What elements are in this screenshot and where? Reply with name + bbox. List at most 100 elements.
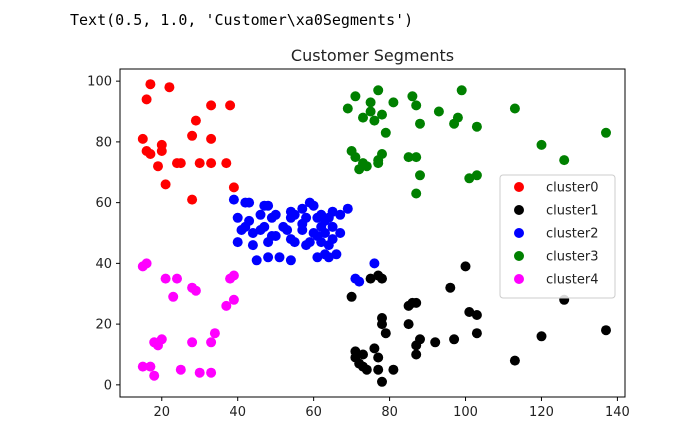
legend-marker-cluster0 xyxy=(514,182,524,192)
y-tick-label: 60 xyxy=(95,196,112,211)
data-point-cluster3-28 xyxy=(456,85,467,96)
data-point-cluster1-31 xyxy=(369,343,380,354)
axes-layer: 20 40 60 80 100 120 140 0 20 40 60 80 100 xyxy=(87,75,630,420)
cell-output-text: Text(0.5, 1.0, 'Customer\xa0Segments') xyxy=(70,11,414,29)
data-point-cluster1-29 xyxy=(358,349,368,360)
data-point-cluster1-1 xyxy=(365,273,376,284)
data-point-cluster3-34 xyxy=(559,155,570,166)
data-point-cluster1-13 xyxy=(411,349,422,360)
data-point-cluster2-1 xyxy=(232,212,243,223)
data-point-cluster3-14 xyxy=(377,149,387,159)
data-point-cluster1-15 xyxy=(445,282,456,293)
data-point-cluster0-0 xyxy=(145,79,156,90)
data-point-cluster3-8 xyxy=(365,97,376,108)
data-point-cluster4-14 xyxy=(190,285,201,296)
legend-marker-cluster2 xyxy=(514,228,524,238)
data-point-cluster1-18 xyxy=(464,307,475,317)
chart-title: Customer Segments xyxy=(291,46,454,65)
data-point-cluster2-53 xyxy=(327,221,338,232)
data-point-cluster0-8 xyxy=(153,161,163,172)
legend-label-cluster4: cluster4 xyxy=(546,273,598,288)
data-point-cluster2-12 xyxy=(255,209,266,220)
data-point-cluster0-16 xyxy=(206,133,217,144)
data-point-cluster1-14 xyxy=(430,337,441,348)
data-point-cluster1-32 xyxy=(373,352,384,363)
data-point-cluster0-13 xyxy=(190,115,201,126)
data-point-cluster2-29 xyxy=(289,237,300,248)
data-point-cluster1-3 xyxy=(377,273,387,284)
data-point-cluster2-8 xyxy=(247,228,258,238)
data-point-cluster3-9 xyxy=(365,106,376,117)
data-point-cluster3-22 xyxy=(411,100,422,111)
data-point-cluster3-30 xyxy=(471,170,482,181)
data-point-cluster2-38 xyxy=(308,200,319,211)
data-point-cluster4-9 xyxy=(168,291,179,302)
data-point-cluster2-10 xyxy=(251,255,262,266)
y-tick-label: 100 xyxy=(87,75,112,90)
legend: cluster0 cluster1 cluster2 cluster3 cluster4 xyxy=(499,174,616,299)
data-point-cluster3-35 xyxy=(601,127,611,138)
data-point-cluster4-2 xyxy=(141,258,152,269)
data-point-cluster4-1 xyxy=(137,361,148,372)
x-tick-label: 60 xyxy=(305,405,322,420)
data-point-cluster1-20 xyxy=(471,328,482,339)
data-point-cluster4-3 xyxy=(145,361,156,372)
data-point-cluster2-27 xyxy=(285,255,296,266)
legend-label-cluster1: cluster1 xyxy=(546,204,598,219)
data-point-cluster4-8 xyxy=(160,273,171,284)
data-point-cluster0-14 xyxy=(206,100,217,111)
data-point-cluster4-15 xyxy=(194,367,205,378)
data-point-cluster0-2 xyxy=(164,82,175,93)
data-point-cluster0-3 xyxy=(137,133,148,144)
data-point-cluster1-19 xyxy=(471,310,482,320)
data-point-cluster0-18 xyxy=(206,158,217,169)
legend-label-cluster3: cluster3 xyxy=(546,250,598,265)
data-point-cluster2-40 xyxy=(312,252,323,263)
data-point-cluster4-16 xyxy=(206,367,217,378)
legend-label-cluster2: cluster2 xyxy=(546,227,598,242)
legend-marker-cluster4 xyxy=(514,274,524,284)
data-point-cluster3-11 xyxy=(373,85,384,96)
data-point-cluster2-6 xyxy=(244,197,255,208)
data-point-cluster4-17 xyxy=(206,337,217,348)
data-point-cluster0-5 xyxy=(145,149,156,159)
data-point-cluster0-1 xyxy=(141,94,152,105)
data-point-cluster0-7 xyxy=(156,146,167,156)
data-point-cluster1-0 xyxy=(346,291,357,302)
data-point-cluster3-0 xyxy=(342,103,353,114)
data-point-cluster2-60 xyxy=(354,276,365,287)
data-point-cluster3-19 xyxy=(407,91,418,102)
data-point-cluster3-23 xyxy=(415,118,425,129)
data-point-cluster0-15 xyxy=(225,100,236,111)
data-point-cluster1-6 xyxy=(380,328,391,339)
data-point-cluster4-4 xyxy=(149,370,160,381)
y-tick-label: 80 xyxy=(95,135,112,150)
data-point-cluster2-37 xyxy=(304,237,315,248)
data-point-cluster2-21 xyxy=(270,231,281,241)
data-point-cluster2-32 xyxy=(297,225,308,235)
data-point-cluster1-5 xyxy=(377,319,387,330)
data-point-cluster2-46 xyxy=(320,228,330,238)
data-point-cluster2-57 xyxy=(335,228,346,238)
x-tick-label: 20 xyxy=(153,405,170,420)
x-tick-label: 100 xyxy=(453,405,478,420)
data-point-cluster4-10 xyxy=(172,273,182,284)
data-point-cluster3-27 xyxy=(452,112,463,123)
data-point-cluster0-10 xyxy=(175,158,186,169)
y-tick-label: 0 xyxy=(104,378,112,393)
x-tick-label: 120 xyxy=(529,405,554,420)
data-point-cluster1-22 xyxy=(536,331,547,342)
data-point-cluster2-35 xyxy=(301,212,312,223)
data-point-cluster2-50 xyxy=(323,252,334,263)
data-point-cluster2-44 xyxy=(316,237,327,248)
y-tick-label: 40 xyxy=(95,257,112,272)
data-point-cluster0-21 xyxy=(228,182,239,193)
data-point-cluster3-32 xyxy=(509,103,520,114)
data-point-cluster2-33 xyxy=(297,203,308,214)
data-point-cluster3-29 xyxy=(464,173,475,184)
data-point-cluster1-30 xyxy=(361,364,372,375)
data-point-cluster2-17 xyxy=(263,252,274,263)
legend-box xyxy=(499,174,616,299)
data-points-layer xyxy=(137,79,611,387)
